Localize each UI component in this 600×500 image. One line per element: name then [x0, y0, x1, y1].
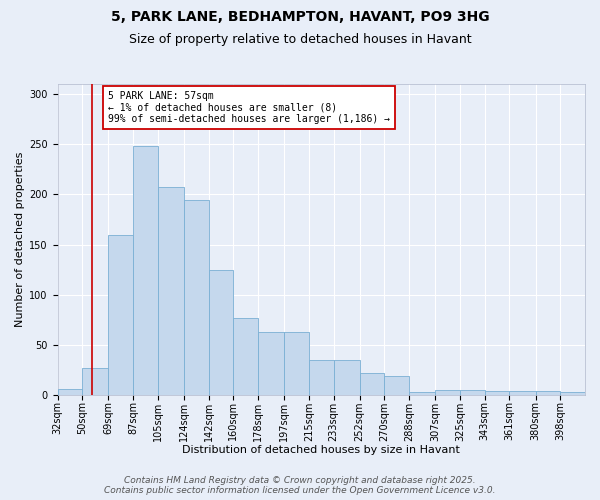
Bar [460, 390, 485, 395]
Bar [109, 234, 133, 395]
Bar [509, 391, 536, 395]
Bar [560, 392, 585, 395]
Bar [334, 360, 360, 395]
Y-axis label: Number of detached properties: Number of detached properties [15, 152, 25, 327]
Bar [133, 146, 158, 395]
Text: Contains HM Land Registry data © Crown copyright and database right 2025.
Contai: Contains HM Land Registry data © Crown c… [104, 476, 496, 495]
Text: 5 PARK LANE: 57sqm
← 1% of detached houses are smaller (8)
99% of semi-detached : 5 PARK LANE: 57sqm ← 1% of detached hous… [109, 91, 391, 124]
Bar [536, 391, 560, 395]
Bar [360, 373, 385, 395]
Bar [158, 188, 184, 395]
Bar [309, 360, 334, 395]
Bar [58, 389, 82, 395]
Bar [385, 376, 409, 395]
Bar [258, 332, 284, 395]
Bar [209, 270, 233, 395]
X-axis label: Distribution of detached houses by size in Havant: Distribution of detached houses by size … [182, 445, 460, 455]
Bar [233, 318, 258, 395]
Bar [435, 390, 460, 395]
Text: 5, PARK LANE, BEDHAMPTON, HAVANT, PO9 3HG: 5, PARK LANE, BEDHAMPTON, HAVANT, PO9 3H… [110, 10, 490, 24]
Bar [485, 391, 509, 395]
Bar [184, 200, 209, 395]
Bar [284, 332, 309, 395]
Text: Size of property relative to detached houses in Havant: Size of property relative to detached ho… [128, 32, 472, 46]
Bar [82, 368, 109, 395]
Bar [409, 392, 435, 395]
